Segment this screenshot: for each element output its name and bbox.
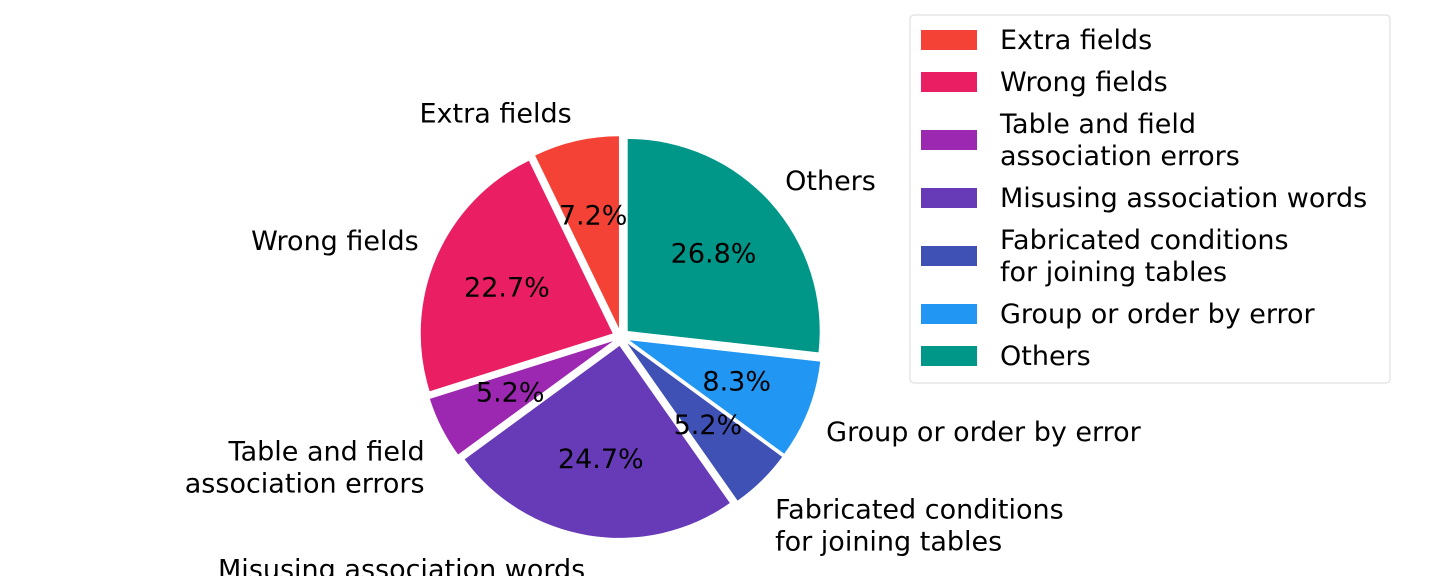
slice-label-fabricated-conditions-for-joining-tables: Fabricated conditions for joining tables — [775, 494, 1064, 557]
slice-label-wrong-fields: Wrong fields — [251, 226, 419, 257]
legend-swatch — [921, 304, 977, 324]
legend-label: Others — [1000, 341, 1091, 372]
legend-swatch — [921, 188, 977, 208]
slice-label-group-or-order-by-error: Group or order by error — [826, 417, 1142, 448]
percent-labels: 7.2% 22.7% 5.2% 24.7% 5.2% 8.3% 26.8% — [464, 200, 771, 475]
percent-label-table-and-field-association-errors: 5.2% — [476, 378, 545, 409]
legend-label: Fabricated conditions for joining tables — [1000, 225, 1289, 288]
legend-item-others: Others — [921, 341, 1091, 372]
slice-label-table-and-field-association-errors: Table and field association errors — [185, 437, 425, 500]
legend-frame — [909, 14, 1391, 384]
legend-label: Wrong fields — [1000, 67, 1168, 98]
percent-label-fabricated-conditions-for-joining-tables: 5.2% — [674, 410, 743, 441]
percent-label-extra-fields: 7.2% — [559, 200, 628, 231]
percent-label-misusing-association-words: 24.7% — [558, 444, 644, 475]
slice-others — [627, 139, 820, 353]
slice-fabricated-conditions-for-joining-tables — [627, 343, 783, 501]
legend-label: Extra fields — [1000, 25, 1152, 56]
slice-misusing-association-words — [464, 345, 730, 538]
legend-swatch — [921, 130, 977, 150]
slice-table-and-field-association-errors — [429, 341, 613, 455]
slice-labels: Extra fields Wrong fields Table and field a… — [185, 98, 1142, 576]
legend-swatch — [921, 30, 977, 50]
percent-label-others: 26.8% — [671, 239, 757, 270]
percent-label-group-or-order-by-error: 8.3% — [702, 367, 771, 398]
legend-item-fabricated-conditions-for-joining-tables: Fabricated conditions for joining tables — [921, 225, 1289, 288]
percent-label-wrong-fields: 22.7% — [464, 272, 550, 303]
slice-group-or-order-by-error — [629, 340, 821, 454]
legend-swatch — [921, 246, 977, 266]
legend-item-table-and-field-association-errors: Table and field association errors — [921, 109, 1240, 172]
slice-label-misusing-association-words: Misusing association words — [218, 554, 585, 576]
legend-swatch — [921, 72, 977, 92]
slice-extra-fields — [535, 136, 619, 329]
legend-label: Misusing association words — [1000, 183, 1367, 214]
legend-item-group-or-order-by-error: Group or order by error — [921, 299, 1316, 330]
legend-label: Group or order by error — [1000, 299, 1316, 330]
legend-item-misusing-association-words: Misusing association words — [921, 183, 1367, 214]
legend-label: Table and field association errors — [999, 109, 1240, 172]
legend-swatch — [921, 346, 977, 366]
slice-label-others: Others — [785, 166, 876, 197]
legend-item-wrong-fields: Wrong fields — [921, 67, 1168, 98]
slice-wrong-fields — [420, 160, 613, 392]
legend: Extra fields Wrong fields Table and field a… — [909, 14, 1391, 384]
legend-item-extra-fields: Extra fields — [921, 25, 1152, 56]
pie-slices — [420, 136, 821, 538]
legend-items: Extra fields Wrong fields Table and field a… — [921, 25, 1367, 372]
slice-label-extra-fields: Extra fields — [419, 98, 571, 129]
